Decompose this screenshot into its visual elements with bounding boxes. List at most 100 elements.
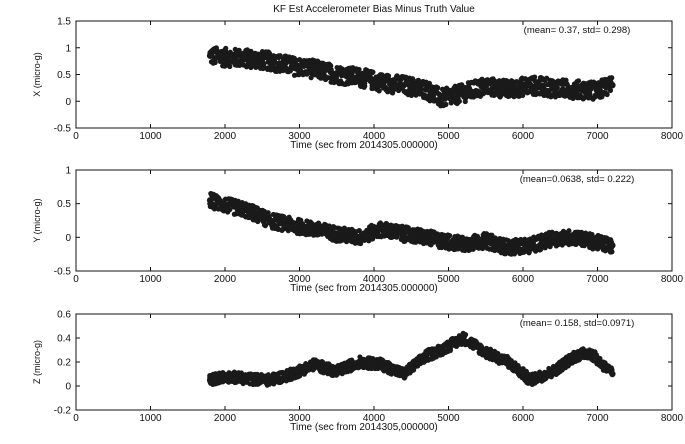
data-point: [548, 94, 554, 100]
data-point: [591, 79, 597, 85]
data-series: [206, 330, 616, 388]
data-point: [223, 45, 229, 52]
x-tick-label: 6000: [512, 131, 535, 142]
data-point: [609, 81, 615, 87]
x-tick-label: 4000: [363, 413, 386, 424]
x-tick-label: 1000: [139, 131, 162, 142]
stats-annotation: (mean= 0.158, std=0.0971): [520, 318, 635, 329]
data-series: [206, 45, 616, 109]
data-point: [227, 63, 233, 70]
x-tick-label: 2000: [214, 131, 237, 142]
x-tick-label: 3000: [288, 413, 311, 424]
x-tick-label: 8000: [661, 413, 684, 424]
x-tick-label: 3000: [288, 131, 311, 142]
x-tick-label: 8000: [661, 131, 684, 142]
y-tick-label: 0: [65, 233, 71, 244]
data-point: [361, 84, 367, 90]
data-point: [443, 101, 449, 108]
data-point: [532, 74, 538, 80]
y-tick-label: 0.2: [57, 358, 71, 369]
x-tick-label: 1000: [139, 274, 162, 285]
x-tick-label: 2000: [214, 413, 237, 424]
y-tick-label: -0.2: [54, 406, 72, 417]
data-point: [369, 69, 376, 76]
data-point: [261, 61, 267, 67]
x-tick-label: 5000: [437, 413, 460, 424]
y-tick-label: 0: [65, 382, 71, 393]
data-point: [604, 91, 610, 98]
x-tick-label: 5000: [437, 274, 460, 285]
stats-annotation: (mean= 0.37, std= 0.298): [524, 25, 631, 36]
x-tick-label: 6000: [512, 274, 535, 285]
data-point: [435, 85, 441, 91]
data-point: [447, 233, 453, 239]
data-point: [609, 75, 615, 81]
y-tick-label: 0.5: [57, 70, 71, 81]
x-tick-label: 4000: [363, 274, 386, 285]
data-point: [326, 75, 332, 81]
data-point: [328, 63, 334, 69]
data-point: [589, 233, 595, 239]
data-point: [265, 210, 271, 216]
data-point: [595, 246, 601, 252]
data-point: [356, 228, 362, 234]
data-point: [492, 247, 498, 254]
subplot-1: 0 1000 2000 3000 4000 5000 6000 7000 8000-0.500.…: [32, 17, 684, 152]
y-tick-label: 0.5: [57, 199, 71, 210]
data-point: [597, 355, 603, 362]
data-point: [212, 59, 218, 66]
x-tick-label: 3000: [288, 274, 311, 285]
data-point: [607, 87, 614, 94]
data-point: [447, 346, 453, 352]
x-tick-label: 8000: [661, 274, 684, 285]
data-point: [566, 228, 572, 234]
data-series: [206, 190, 616, 257]
data-point: [376, 88, 382, 94]
data-point: [356, 66, 362, 73]
data-point: [434, 231, 441, 237]
y-axis-label: X (micro-g): [32, 52, 42, 97]
data-point: [608, 239, 615, 245]
x-tick-label: 1000: [139, 413, 162, 424]
data-point: [501, 241, 507, 248]
data-point: [262, 223, 268, 229]
x-tick-label: 6000: [512, 413, 535, 424]
figure-title: KF Est Accelerometer Bias Minus Truth Va…: [273, 4, 475, 15]
x-tick-label: 0: [73, 413, 79, 424]
data-point: [563, 77, 569, 83]
y-tick-label: 1: [65, 43, 71, 54]
y-tick-label: 1: [65, 166, 71, 177]
stats-annotation: (mean=0.0638, std= 0.222): [520, 174, 635, 185]
axes-frame: [75, 169, 673, 272]
data-point: [520, 92, 526, 98]
x-tick-label: 4000: [363, 131, 386, 142]
x-tick-label: 7000: [586, 274, 609, 285]
subplot-2: 0 1000 2000 3000 4000 5000 6000 7000 8000-0.500.…: [32, 166, 684, 295]
x-tick-label: 2000: [214, 274, 237, 285]
data-point: [514, 79, 520, 85]
data-point: [608, 245, 614, 251]
data-point: [277, 53, 283, 59]
y-tick-label: 0.6: [57, 310, 71, 321]
x-tick-label: 0: [73, 131, 79, 142]
y-tick-label: 0.4: [57, 334, 71, 345]
data-point: [462, 332, 469, 338]
y-tick-label: 1.5: [57, 17, 71, 28]
data-point: [418, 86, 425, 93]
x-axis-label: Time (sec from 2014305,000000): [290, 422, 438, 433]
data-point: [609, 369, 615, 375]
data-point: [456, 98, 462, 104]
x-tick-label: 7000: [586, 413, 609, 424]
data-point: [227, 207, 233, 213]
y-axis-label: Z (micro-g): [32, 340, 42, 384]
data-point: [236, 47, 242, 53]
x-axis-label: Time (sec from 2014305.000000): [290, 283, 438, 294]
y-tick-label: -0.5: [54, 267, 72, 278]
y-axis-label: Y (micro-g): [32, 198, 42, 242]
subplot-3: 0 1000 2000 3000 4000 5000 6000 7000 8000-0.200.…: [32, 310, 684, 434]
x-tick-label: 5000: [437, 131, 460, 142]
y-tick-label: 0: [65, 97, 71, 108]
x-tick-label: 7000: [586, 131, 609, 142]
data-point: [575, 78, 582, 84]
